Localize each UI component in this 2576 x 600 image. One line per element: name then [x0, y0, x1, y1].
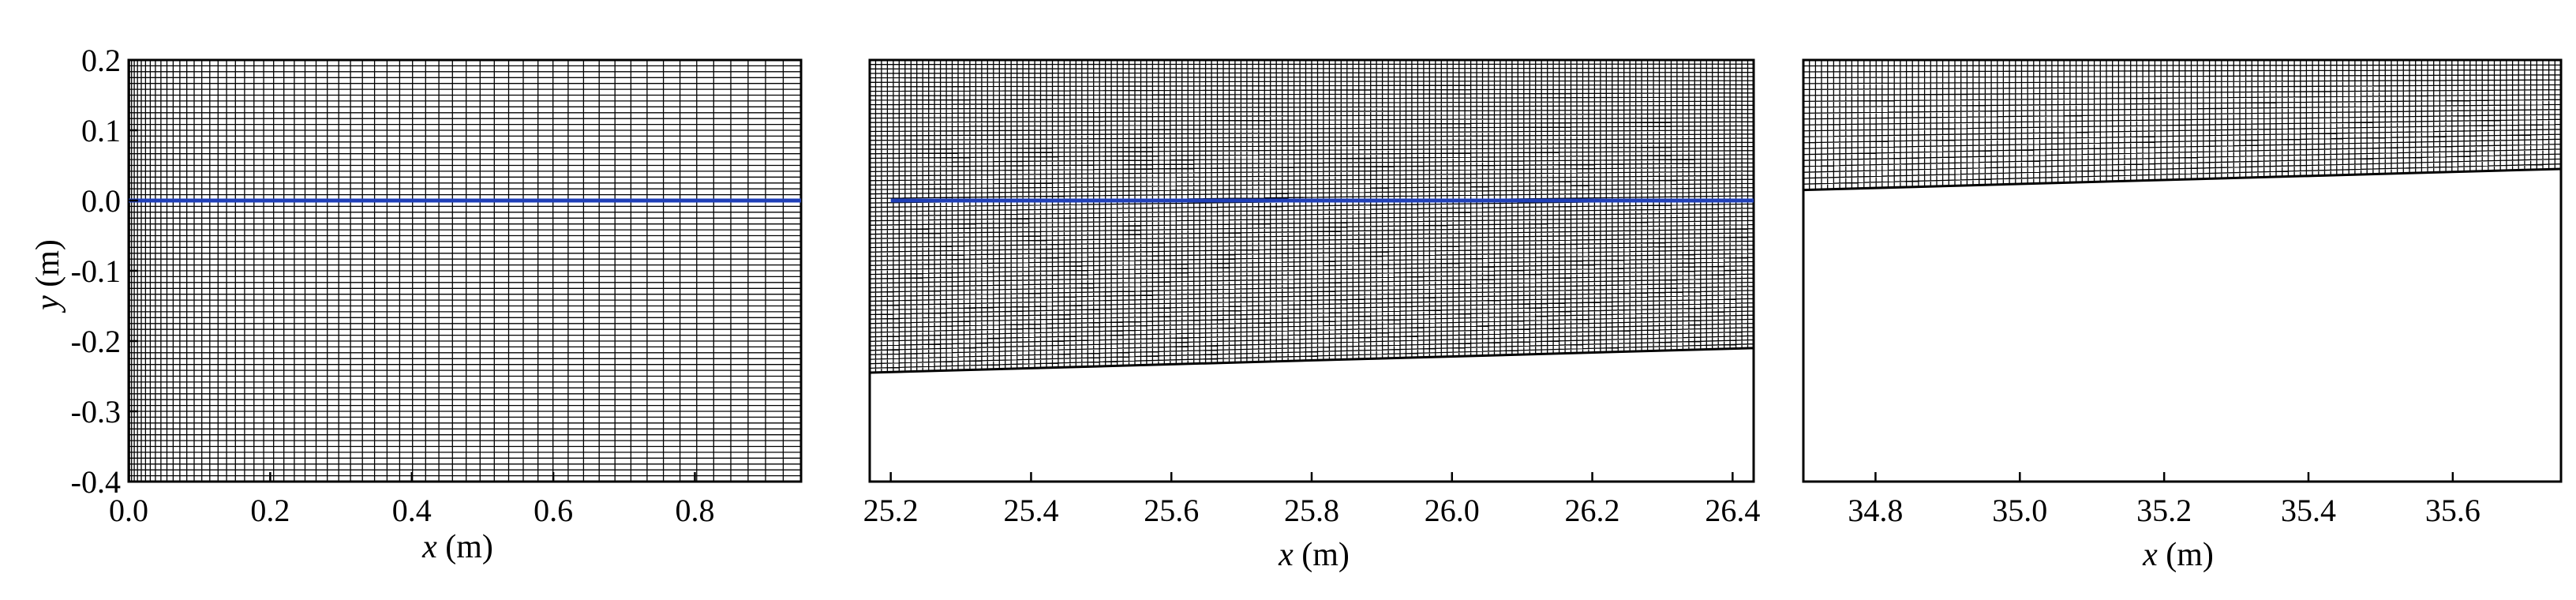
y-tick-label: 0.2: [81, 43, 121, 78]
mesh-bottom-boundary: [869, 347, 1754, 374]
x-tick-label: 25.4: [1003, 493, 1058, 528]
x-tick-label: 35.6: [2425, 493, 2481, 528]
x-tick-label: 0.6: [534, 493, 573, 528]
mesh-grid: [869, 59, 1754, 373]
x-tick-label: 26.4: [1705, 493, 1760, 528]
mesh-grid: [1803, 59, 2562, 191]
y-axis-label: y (m): [30, 239, 66, 313]
panel-inlet-mesh: 0.0 0.2 0.4 0.6 0.8 0.2 0.1 0.0 -0.1 -0.2 -0.3 -0.4: [71, 43, 803, 528]
x-tick-label: 35.4: [2281, 493, 2336, 528]
x-axis-label-left: x (m): [421, 529, 493, 565]
y-tick-label: 0.0: [81, 183, 121, 219]
x-tick-label: 26.2: [1565, 493, 1620, 528]
x-tick-label: 25.8: [1284, 493, 1339, 528]
mesh-grid-lines: [869, 59, 1754, 373]
x-axis-label-right: x (m): [2142, 537, 2214, 573]
x-tick-label: 35.2: [2136, 493, 2192, 528]
x-tick-label: 25.2: [863, 493, 919, 528]
x-tick-label: 34.8: [1848, 493, 1903, 528]
x-tick-label: 0.8: [675, 493, 714, 528]
mesh-grid-lines: [128, 59, 802, 482]
panel-middle-mesh: 25.2 25.4 25.6 25.8 26.0 26.2 26.4: [863, 58, 1760, 528]
y-tick-label: -0.1: [71, 253, 121, 289]
x-tick-label: 0.2: [250, 493, 290, 528]
mesh-grid-lines: [1803, 59, 2562, 191]
y-tick-label: 0.1: [81, 113, 121, 148]
x-tick-label: 35.0: [1992, 493, 2047, 528]
y-tick-label: -0.4: [71, 464, 121, 500]
panel-frame: [1802, 58, 2563, 483]
mesh-grid: [128, 59, 802, 482]
mesh-bottom-boundary: [1803, 167, 2562, 192]
y-tick-label: -0.2: [71, 324, 121, 359]
x-tick-label: 26.0: [1425, 493, 1480, 528]
x-tick-label: 0.0: [109, 493, 148, 528]
y-tick-label: -0.3: [71, 394, 121, 429]
panel-outlet-mesh: 34.8 35.0 35.2 35.4 35.6: [1802, 58, 2563, 528]
x-tick-label: 0.4: [392, 493, 432, 528]
x-tick-label: 25.6: [1144, 493, 1199, 528]
x-axis-label-middle: x (m): [1278, 537, 1350, 573]
